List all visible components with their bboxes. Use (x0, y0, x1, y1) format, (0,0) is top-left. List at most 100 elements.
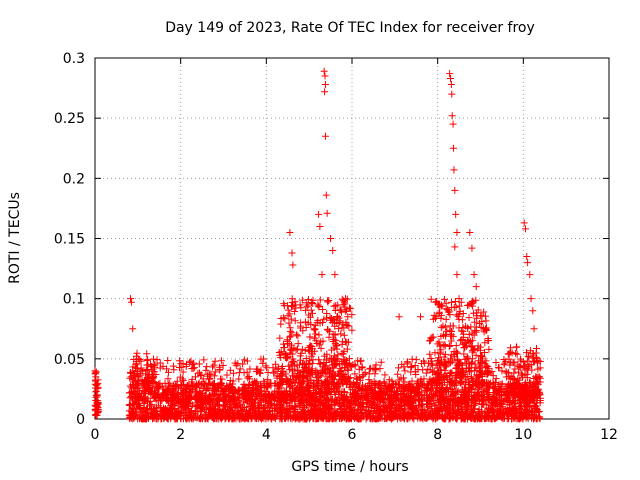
data-point (456, 374, 464, 382)
data-point (219, 384, 227, 392)
data-point (142, 376, 150, 384)
data-point (221, 401, 229, 409)
data-point (492, 396, 500, 404)
data-point (495, 387, 503, 395)
data-point (317, 344, 325, 352)
data-point (155, 394, 163, 402)
data-point (235, 369, 243, 377)
data-point (446, 311, 454, 319)
data-point (331, 410, 339, 418)
data-point (155, 402, 163, 410)
data-point (430, 311, 438, 319)
data-point (187, 412, 195, 420)
data-point (417, 381, 425, 389)
data-point (213, 408, 221, 416)
data-point (326, 354, 334, 362)
data-point (492, 375, 500, 383)
data-point (383, 414, 391, 422)
data-point (374, 395, 382, 403)
data-point (200, 356, 208, 364)
data-point (193, 391, 201, 399)
data-point (203, 363, 211, 371)
data-point (417, 313, 425, 321)
data-point (330, 379, 338, 387)
data-point (431, 349, 439, 357)
x-axis-label: GPS time / hours (291, 459, 408, 475)
data-point (461, 394, 469, 402)
data-point (460, 415, 468, 423)
data-point (478, 372, 486, 380)
data-point (348, 363, 356, 371)
data-point (436, 388, 444, 396)
data-point (284, 353, 292, 361)
data-point (425, 413, 433, 421)
data-point (144, 365, 152, 373)
data-point (245, 402, 253, 410)
data-point (315, 331, 323, 339)
data-point (345, 322, 353, 330)
data-point (434, 407, 442, 415)
data-point (380, 398, 388, 406)
data-point (441, 407, 449, 415)
data-point (209, 403, 217, 411)
data-point (346, 305, 354, 313)
data-point (451, 297, 459, 305)
data-point (426, 350, 434, 358)
data-point (323, 297, 331, 305)
data-point (331, 307, 339, 314)
data-point (264, 369, 272, 377)
data-point (338, 411, 346, 419)
data-point (142, 388, 150, 396)
data-point (494, 363, 502, 371)
data-point (429, 361, 437, 369)
data-point (161, 410, 169, 418)
data-point (377, 385, 385, 393)
data-point (477, 352, 485, 360)
data-point (392, 393, 400, 401)
data-point (166, 379, 174, 387)
data-point (519, 371, 527, 379)
data-point (197, 372, 205, 380)
data-point (151, 360, 159, 368)
data-point (293, 414, 301, 422)
data-point (312, 336, 320, 344)
data-point (398, 360, 406, 368)
data-point (321, 88, 329, 96)
data-point (153, 390, 161, 398)
data-point (402, 392, 410, 400)
data-point (267, 393, 275, 401)
data-point (504, 381, 512, 389)
data-point (184, 399, 192, 407)
data-point (154, 397, 162, 405)
data-point (263, 364, 271, 372)
data-point (450, 144, 458, 152)
data-point (337, 330, 345, 338)
data-point (346, 304, 354, 312)
data-point (195, 379, 203, 387)
data-point (201, 395, 209, 403)
data-point (366, 380, 374, 388)
data-point (195, 360, 203, 368)
data-point (320, 409, 328, 417)
data-point (174, 411, 182, 419)
data-point (476, 367, 484, 375)
data-point (378, 381, 386, 389)
data-point (138, 415, 146, 423)
data-point (225, 393, 233, 401)
data-point (408, 377, 416, 385)
data-point (301, 318, 309, 326)
data-point (525, 360, 533, 368)
data-point (207, 396, 215, 404)
data-point (446, 369, 454, 377)
data-point (133, 349, 141, 357)
data-point (506, 361, 514, 369)
data-point (127, 295, 135, 303)
data-point (509, 411, 517, 419)
y-tick-label: 0.15 (54, 232, 85, 248)
data-point (455, 295, 463, 303)
data-point (156, 392, 164, 400)
data-point (369, 365, 377, 373)
data-point (187, 357, 195, 365)
data-point (506, 375, 514, 383)
data-point (274, 364, 282, 372)
